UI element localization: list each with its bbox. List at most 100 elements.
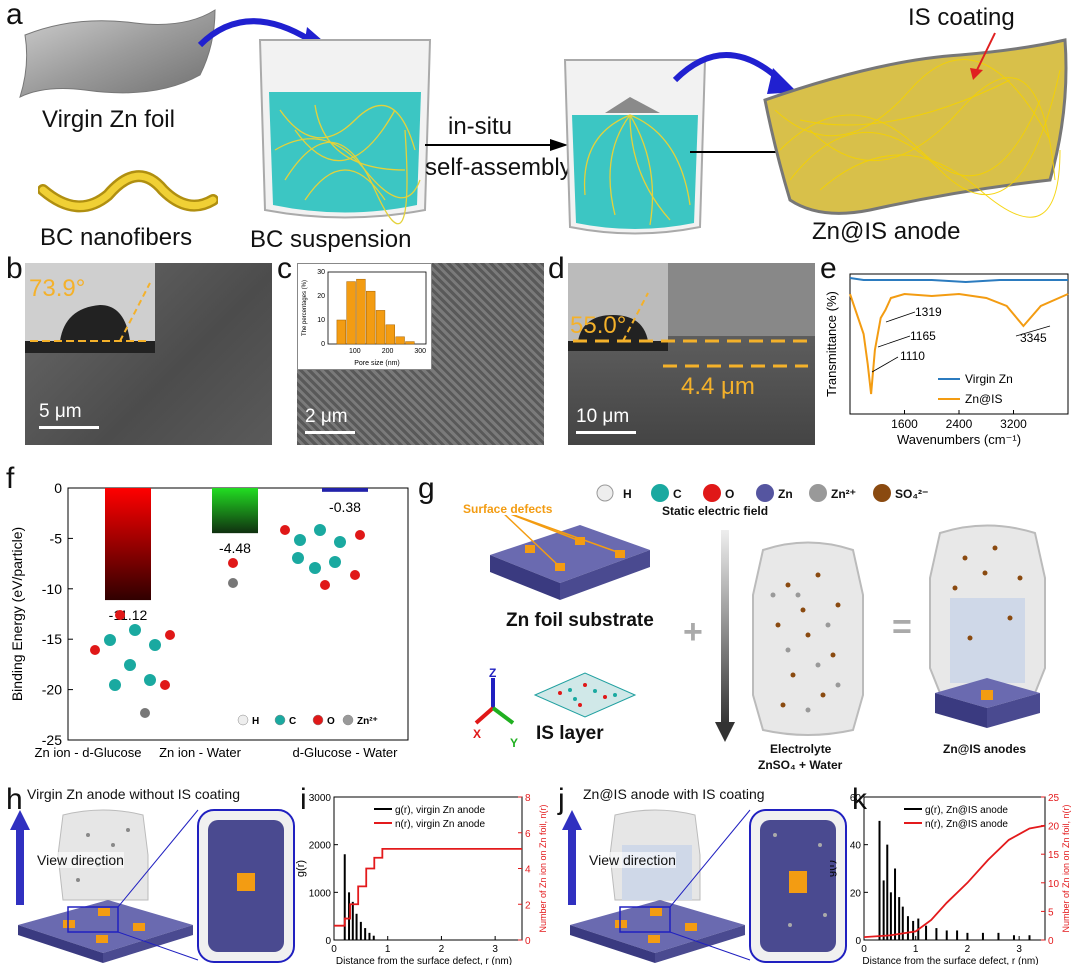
legend-g-zn: Zn [778,487,793,501]
panel-j-title: Zn@IS anode with IS coating [583,786,765,802]
x-tick-label: 1 [913,944,919,955]
panel-letter-f: f [6,462,15,495]
panel-letter-e: e [820,252,837,285]
x-tick-label: 1600 [891,417,918,431]
carbon-atom [334,536,346,548]
thickness-label-d: 4.4 μm [681,373,755,400]
atom-legend-dot [274,714,286,726]
process-arrow [425,139,568,151]
y-axis-label: The percentages (%) [302,280,308,336]
panel-h-illustration [10,809,295,963]
histogram-bar [346,281,356,345]
y-tick-label: 2000 [309,841,332,852]
legend-label: n(r), virgin Zn anode [395,819,485,830]
plot-frame [863,796,1046,941]
curved-arrow-2 [672,52,797,94]
contact-angle-b: 73.9° [29,275,86,302]
y-tick-label: -25 [42,732,62,748]
x-axis-label: Wavenumbers (cm⁻¹) [897,432,1021,447]
panel-j-illustration [562,809,847,963]
y-tick-label: 1000 [309,888,332,899]
x-tick-label: 200 [382,348,394,355]
sem-image-d: 55.0° 4.4 μm 10 μm [568,263,815,445]
bar-value-label: -11.12 [109,607,148,623]
panel-letter-d: d [548,252,565,285]
virgin-zn-foil-label: Virgin Zn foil [42,106,175,133]
panel-letter-j: j [558,783,565,816]
view-direction-h: View direction [37,852,124,868]
histogram-bar [385,324,395,345]
y2-tick-label: 0 [1048,936,1054,947]
oxygen-atom [115,610,125,620]
y-tick-label: 0 [54,480,62,496]
y-tick-label: 20 [850,888,862,899]
atom-legend-label: C [289,716,296,727]
oxygen-atom [320,580,330,590]
water-oxygen [228,558,238,568]
beaker-bc-suspension [258,39,432,225]
view-direction-j: View direction [589,852,676,868]
electrolyte-label-line1: Electrolyte [770,742,832,756]
panel-letter-i: i [300,783,307,816]
scale-bar-b [39,426,99,429]
scale-label-d: 10 μm [576,406,630,427]
equals-sign: = [892,608,912,646]
y-tick-label: 3000 [309,793,332,804]
x-tick-label: 3 [492,944,498,955]
x-tick-label: 3200 [1000,417,1027,431]
x-category-label: d-Glucose - Water [293,745,399,760]
oxygen-atom [355,530,365,540]
y-tick-label: 0 [855,936,861,947]
carbon-atom [144,674,156,686]
y-tick-label: -15 [42,631,62,647]
zn-is-anodes-illustration [929,524,1046,728]
atom-legend-label: H [252,716,259,727]
legend-label: Zn@IS [965,392,1003,406]
legend-label: n(r), Zn@IS anode [925,819,1008,830]
y-tick-label: 0 [321,341,325,348]
sem-image-b: 73.9° 5 μm [25,263,272,445]
process-label-line1: in-situ [448,113,513,140]
nr-line [334,847,522,927]
panel-letter-c: c [277,252,292,285]
y-tick-label: 40 [850,841,862,852]
contact-angle-inset-d [568,263,668,351]
histogram-bar [405,341,415,345]
zn-is-anode-illustration [763,38,1068,218]
nr-line [863,824,1046,938]
histogram-bar [336,319,346,345]
series-line-virgin-zn [849,277,1068,284]
static-field-label: Static electric field [662,504,769,518]
zn-foil-substrate-illustration [490,515,650,600]
bar-value-label: -4.48 [219,540,251,556]
xyz-axes-g [474,678,515,725]
x-axis-label: Distance from the surface defect, r (nm) [862,956,1038,965]
carbon-atom [149,639,161,651]
atom-legend-dot [237,714,249,726]
oxygen-atom [160,680,170,690]
carbon-atom [294,534,306,546]
electrolyte-box [752,541,864,736]
thickness-lines-d [573,292,808,368]
series-line-zn-is [849,292,1069,395]
y2-tick-label: 10 [1048,879,1060,890]
zinc-ion [140,708,150,718]
scale-bar-d [576,431,636,434]
plus-sign: + [683,613,703,651]
x-tick-label: 2 [439,944,445,955]
x-tick-label: 0 [861,944,867,955]
pore-size-histogram: 100 200 300 0 10 20 30 Pore size (nm) The percen… [302,269,427,367]
bc-nanofibers-label: BC nanofibers [40,224,193,251]
carbon-atom [124,659,136,671]
y2-tick-label: 6 [525,829,531,840]
sem-image-c: 100 200 300 0 10 20 30 Pore size (nm) The percen… [297,263,544,445]
atom-legend-label: Zn²⁺ [357,716,378,727]
peak-label: 1110 [900,349,925,363]
peak-pointer [877,335,911,348]
atom-legend-dot [312,714,324,726]
peak-label: 1165 [910,329,936,343]
zn-foil-illustration [19,9,216,98]
carbon-atom [104,634,116,646]
legend-g-h: H [623,487,632,501]
